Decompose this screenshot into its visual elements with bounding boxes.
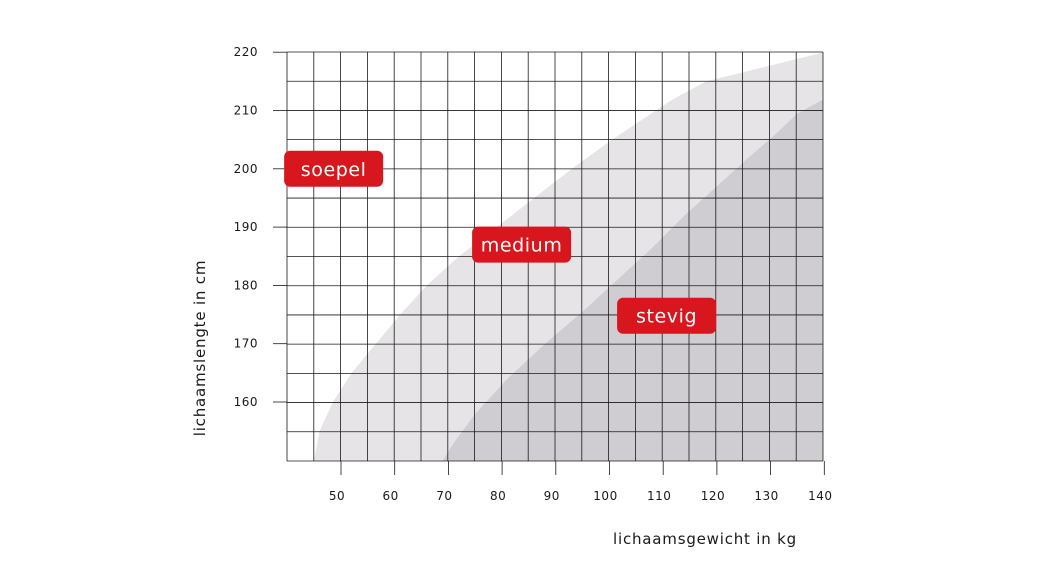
y-tick-label: 210 xyxy=(234,104,258,118)
y-tick-label: 200 xyxy=(234,162,258,176)
x-axis-title: lichaamsgewicht in kg xyxy=(613,530,797,548)
x-tick-label: 130 xyxy=(754,489,778,503)
y-tick-label: 160 xyxy=(234,395,258,409)
zone-label-text: stevig xyxy=(636,306,697,328)
y-tick-label: 220 xyxy=(234,45,258,59)
x-tick-label: 50 xyxy=(329,489,345,503)
x-tick-label: 140 xyxy=(808,489,832,503)
x-tick-label: 60 xyxy=(383,489,399,503)
zone-label-background xyxy=(472,226,572,263)
x-tick-label: 120 xyxy=(701,489,725,503)
zone-label-text: medium xyxy=(481,235,563,257)
y-axis-title: lichaamslengte in cm xyxy=(191,260,209,437)
zone-label-background xyxy=(284,150,384,187)
x-tick-label: 80 xyxy=(490,489,506,503)
y-tick-label: 170 xyxy=(234,337,258,351)
x-tick-label: 100 xyxy=(593,489,617,503)
zone-labels: soepel medium stevig xyxy=(284,150,717,334)
zone-label-soepel: soepel xyxy=(284,150,384,187)
x-tick-label: 90 xyxy=(544,489,560,503)
zone-label-text: soepel xyxy=(301,159,367,181)
zone-label-stevig: stevig xyxy=(617,297,717,334)
zone-areas xyxy=(314,52,823,461)
zone-label-background xyxy=(617,297,717,334)
y-tick-label: 180 xyxy=(234,278,258,292)
x-tick-label: 70 xyxy=(436,489,452,503)
zone-label-medium: medium xyxy=(472,226,572,263)
y-tick-label: 190 xyxy=(234,220,258,234)
x-tick-label: 110 xyxy=(647,489,671,503)
zone-area-stevig xyxy=(443,99,823,461)
axis-ticks: 160 170 180 190 200 210 220 50 60 70 80 90 100 110 120… xyxy=(234,45,832,503)
